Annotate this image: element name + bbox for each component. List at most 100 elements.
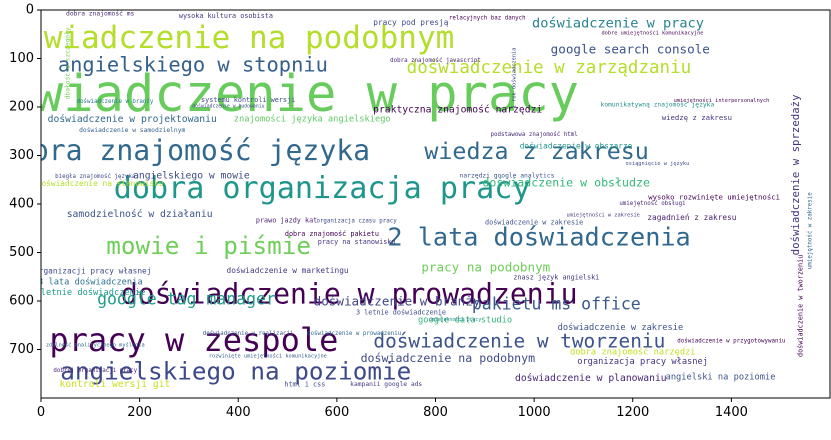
x-tick-label-2: 400: [226, 405, 251, 420]
word-30: doświadczenie w marketingu: [227, 266, 349, 275]
word-59: pracy na stanowisku: [318, 238, 396, 246]
word-72: umiejętności pracy: [429, 316, 481, 323]
word-55: doświadczenie w zakresie: [485, 218, 583, 226]
word-80: zdolność analitycznego myślenia: [46, 342, 145, 349]
x-tick-label-4: 800: [423, 405, 448, 420]
word-51: wiedzę z zakresu: [662, 113, 732, 122]
word-cloud-area: doświadczenie w pracy doświadczenie na po…: [0, 9, 830, 398]
word-50: komunikatywną znajomość języka: [601, 101, 715, 109]
word-27: angielskiego w mowie: [133, 170, 250, 181]
word-9: wiedza z zakresu: [424, 138, 648, 165]
word-12: doświadczenie w tworzeniu: [373, 329, 665, 352]
word-17: doświadczenie w branży: [314, 294, 481, 309]
word-52: umiejętności interpersonalnych: [674, 97, 770, 104]
word-29: doświadczenie w zakresie: [558, 322, 684, 333]
word-19: doświadczenie w obsłudze: [482, 176, 650, 190]
x-tick-label-6: 1200: [616, 405, 649, 420]
y-tick-label-2: 200: [9, 100, 34, 115]
word-44: wysoka kultura osobista: [179, 12, 273, 20]
word-68: doświadczenie w przygotowywaniu: [677, 338, 785, 345]
word-74: doświadczenie w tworzeniu: [796, 255, 804, 357]
y-tick-label-6: 600: [9, 294, 34, 309]
y-tick-label-3: 300: [9, 148, 34, 163]
word-43: dobra znajomość ms: [66, 9, 134, 17]
word-47: doświadczenie w branży: [77, 98, 154, 105]
word-37: organizacji pracy własnej: [34, 266, 151, 275]
word-45: pracy pod presją: [373, 18, 448, 27]
word-16: google search console: [551, 41, 710, 56]
word-8: mowie i piśmie: [106, 231, 311, 260]
word-49: dobra znajomość javascript: [390, 57, 481, 64]
word-41: zagadnień z zakresu: [647, 213, 736, 222]
word-24: doświadczenie w projektowaniu: [48, 113, 217, 125]
word-63: doświadczenie w realizacji: [203, 330, 294, 337]
word-39: wysoko rozwinięte umiejętności: [648, 193, 780, 202]
word-46: relacyjnych baz danych: [449, 16, 526, 22]
word-31: organizacja pracy własnej: [577, 357, 708, 367]
word-0: doświadczenie w pracy: [0, 64, 579, 123]
word-60: prawo jazdy kat: [256, 216, 317, 224]
word-34: kontroli wersji git: [60, 379, 171, 390]
word-66: html i css: [284, 380, 325, 388]
x-tick-label-7: 1400: [715, 405, 748, 420]
word-56: znasz język angielski: [513, 274, 599, 282]
word-78: umiejętność obsługi: [619, 200, 686, 207]
word-76: rozwinięte umiejętności komunikacyjne: [209, 352, 327, 359]
word-38: doświadczenie na stanowisku: [37, 179, 164, 188]
word-62: 3 letnie doświadczenie: [356, 309, 446, 317]
word-3: dobra znajomość języka: [0, 134, 370, 167]
x-tick-label-1: 200: [127, 405, 152, 420]
word-28: praktyczna znajomość narzędzi: [373, 103, 542, 115]
word-23: angielski na poziomie: [666, 373, 776, 383]
word-10: angielskiego w stopniu: [58, 52, 328, 76]
y-tick-label-7: 700: [9, 342, 34, 357]
y-tick-label-4: 400: [9, 197, 34, 212]
word-36: 2 letnie doświadczenie: [30, 287, 145, 298]
word-58: dobra znajomość pakietu: [285, 230, 379, 238]
word-70: umiejętności w zakresie: [566, 212, 639, 219]
word-21: doświadczenie na podobnym: [361, 351, 536, 365]
word-14: pakietu ms office: [472, 294, 641, 313]
word-13: google tag manager: [97, 290, 276, 309]
word-33: google data studio: [418, 315, 512, 325]
word-61: biegła znajomość języka: [55, 173, 135, 180]
word-48: systemu kontroli wersji: [201, 96, 295, 104]
word-32: dobra znajomość narzędzi: [570, 346, 696, 357]
word-4: doświadczenie w prowadzeniu: [121, 278, 578, 311]
word-64: doświadczenie w prowadzeniu: [307, 330, 401, 337]
word-20: doświadczenie w sprzedaży: [789, 94, 802, 255]
word-1: doświadczenie na podobnym: [0, 20, 454, 56]
word-35: 3 lata doświadczenia: [38, 277, 143, 288]
word-69: osiągnięcie w języku: [626, 161, 690, 167]
word-6: angielskiego na poziomie: [60, 356, 411, 385]
word-18: pracy na podobnym: [421, 260, 550, 275]
x-tick-label-0: 0: [37, 405, 45, 420]
word-25: znajomości języka angielskiego: [234, 114, 391, 125]
word-22: doświadczenie w planowaniu: [515, 372, 667, 384]
word-42: doświadczenie w samodzielnym: [79, 126, 185, 134]
word-5: pracy w zespole: [49, 321, 338, 359]
word-40: doświadczenie w obszarze: [520, 141, 633, 150]
word-57: organizacja czasu pracy: [316, 218, 397, 224]
plot-background: [41, 10, 830, 398]
word-65: dobrej organizacji pracy: [53, 368, 137, 374]
word-75: umiejętność w zakresie: [806, 192, 813, 269]
word-67: kampanii google ads: [350, 381, 422, 388]
word-26: samodzielność w działaniu: [67, 208, 213, 220]
chart-axes: 0 200 400 600 800 1000 1200 1400 0 100 200 300 400 50…: [9, 3, 831, 420]
x-tick-label-3: 600: [324, 405, 349, 420]
x-tick-label-5: 1000: [518, 405, 551, 420]
word-54: narzędzi google analytics: [460, 172, 555, 179]
word-7: 2 lata doświadczenia: [387, 222, 690, 251]
y-tick-label-5: 500: [9, 245, 34, 260]
word-11: doświadczenie w zarządzaniu: [407, 58, 691, 78]
y-tick-label-1: 100: [9, 51, 34, 66]
y-tick-label-0: 0: [26, 3, 34, 18]
word-77: dobre umiejętności komunikacyjne: [601, 29, 703, 36]
word-71: 1 rok doświadczenia: [510, 48, 517, 109]
word-2: dobra organizacja pracy: [114, 171, 531, 206]
word-79: doświadczenie w budowaniu: [192, 103, 264, 110]
word-73: dbałość o szczegóły: [64, 27, 72, 99]
